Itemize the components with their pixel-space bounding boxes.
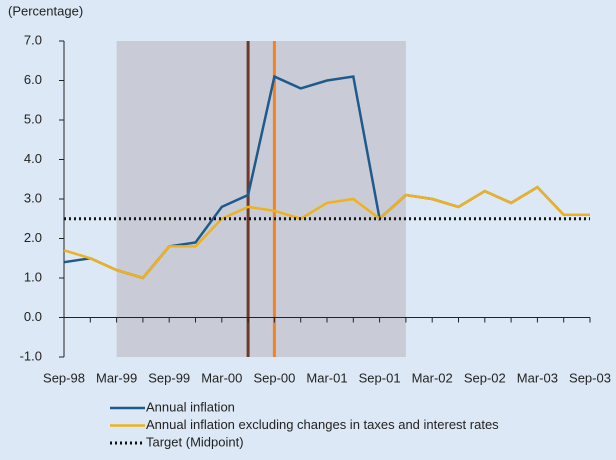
x-tick-label: Mar-01 xyxy=(306,370,347,385)
y-tick-label: -1.0 xyxy=(20,348,42,363)
y-axis-label: (Percentage) xyxy=(8,3,83,18)
x-tick-label: Sep-98 xyxy=(43,370,85,385)
y-tick-label: 0.0 xyxy=(24,309,42,324)
y-tick-label: 5.0 xyxy=(24,111,42,126)
y-tick-label: 1.0 xyxy=(24,269,42,284)
x-tick-label: Mar-00 xyxy=(201,370,242,385)
legend-label: Annual inflation excluding changes in ta… xyxy=(146,417,499,432)
legend-label: Annual inflation xyxy=(146,399,235,414)
x-tick-label: Sep-00 xyxy=(253,370,295,385)
x-tick-label: Sep-03 xyxy=(569,370,611,385)
y-tick-label: 7.0 xyxy=(24,32,42,47)
x-tick-label: Mar-03 xyxy=(517,370,558,385)
x-tick-label: Sep-01 xyxy=(359,370,401,385)
series-line xyxy=(63,185,590,280)
y-tick-label: 3.0 xyxy=(24,190,42,205)
shaded-period xyxy=(116,41,406,357)
y-tick-label: 2.0 xyxy=(24,230,42,245)
x-tick-label: Mar-99 xyxy=(96,370,137,385)
x-tick-label: Mar-02 xyxy=(412,370,453,385)
y-tick-label: 4.0 xyxy=(24,151,42,166)
y-tick-label: 6.0 xyxy=(24,72,42,87)
x-tick-label: Sep-99 xyxy=(148,370,190,385)
legend-label: Target (Midpoint) xyxy=(146,434,244,449)
x-tick-label: Sep-02 xyxy=(464,370,506,385)
